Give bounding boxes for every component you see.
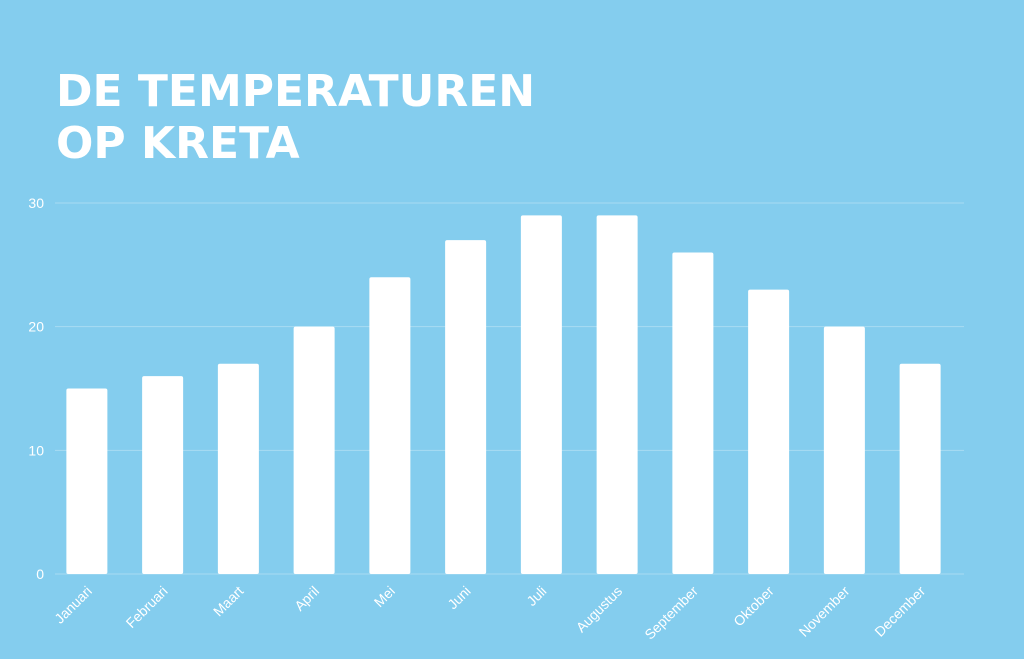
bar-november — [823, 326, 865, 574]
bar-april — [293, 326, 335, 574]
y-tick-label: 10 — [28, 442, 44, 458]
x-tick-label: Juni — [444, 583, 473, 612]
x-tick-label: Februari — [123, 583, 171, 631]
x-tick-label: December — [871, 583, 928, 640]
x-tick-label: September — [641, 583, 701, 643]
x-axis: Januari Februari Maart April Mei Juni Juli Augu… — [51, 583, 928, 643]
x-tick-label: November — [796, 583, 853, 640]
y-axis: 0 10 20 30 — [28, 195, 44, 582]
gridlines — [55, 202, 964, 575]
bar-februari — [142, 376, 184, 574]
bar-mei — [369, 277, 411, 574]
bar-maart — [217, 363, 259, 574]
x-tick-label: Juli — [523, 583, 549, 609]
bar-oktober — [748, 289, 790, 574]
x-tick-label: Mei — [371, 583, 398, 610]
x-tick-label: Oktober — [730, 583, 777, 630]
x-tick-label: April — [291, 583, 322, 614]
bar-augustus — [596, 215, 638, 574]
chart-title-line-1: DE TEMPERATUREN — [56, 66, 536, 117]
x-tick-label: Januari — [51, 583, 95, 627]
bar-juni — [445, 240, 487, 574]
bar-juli — [520, 215, 562, 574]
y-tick-label: 20 — [28, 319, 44, 335]
chart-title-line-2: OP KRETA — [56, 118, 300, 169]
bars — [66, 215, 941, 574]
chart-title: DE TEMPERATUREN OP KRETA — [56, 66, 535, 170]
bar-januari — [66, 388, 108, 574]
y-tick-label: 0 — [36, 566, 44, 582]
bar-september — [672, 252, 714, 574]
x-tick-label: Maart — [210, 583, 247, 620]
bar-december — [899, 363, 941, 574]
x-tick-label: Augustus — [573, 583, 626, 636]
y-tick-label: 30 — [28, 195, 44, 211]
